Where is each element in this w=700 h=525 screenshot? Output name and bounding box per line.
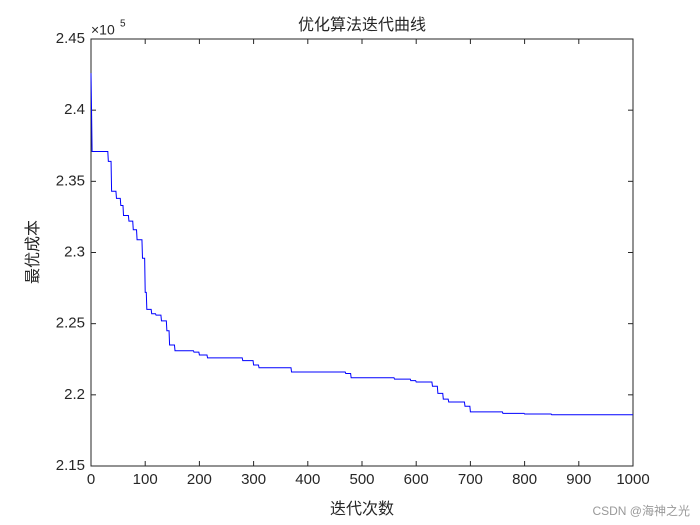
x-axis-label: 迭代次数 bbox=[330, 500, 394, 518]
plot-box bbox=[90, 38, 634, 467]
watermark: CSDN @海神之光 bbox=[592, 503, 690, 518]
x-tick-label: 800 bbox=[512, 471, 537, 488]
x-tick-label: 100 bbox=[133, 471, 158, 488]
x-tick-label: 900 bbox=[566, 471, 591, 488]
x-tick-label: 300 bbox=[241, 471, 266, 488]
y-tick-label: 2.25 bbox=[56, 315, 85, 332]
y-exponent-base: ×10 bbox=[91, 22, 115, 38]
x-tick-label: 400 bbox=[295, 471, 320, 488]
x-tick-label: 1000 bbox=[616, 471, 649, 488]
y-tick-label: 2.4 bbox=[64, 101, 85, 118]
line-series bbox=[90, 73, 633, 416]
y-tick-label: 2.3 bbox=[64, 243, 85, 260]
y-tick-label: 2.35 bbox=[56, 172, 85, 189]
y-tick-label: 2.15 bbox=[56, 457, 85, 474]
chart-title: 优化算法迭代曲线 bbox=[298, 15, 426, 34]
y-tick-label: 2.45 bbox=[56, 30, 85, 47]
x-tick-label: 700 bbox=[458, 471, 483, 488]
x-tick-label: 500 bbox=[349, 471, 374, 488]
y-exponent: 5 bbox=[120, 19, 126, 30]
x-tick-label: 600 bbox=[404, 471, 429, 488]
y-axis-label: 最优成本 bbox=[24, 220, 42, 284]
x-tick-label: 0 bbox=[87, 471, 95, 488]
x-tick-label: 200 bbox=[187, 471, 212, 488]
y-tick-label: 2.2 bbox=[64, 386, 85, 403]
